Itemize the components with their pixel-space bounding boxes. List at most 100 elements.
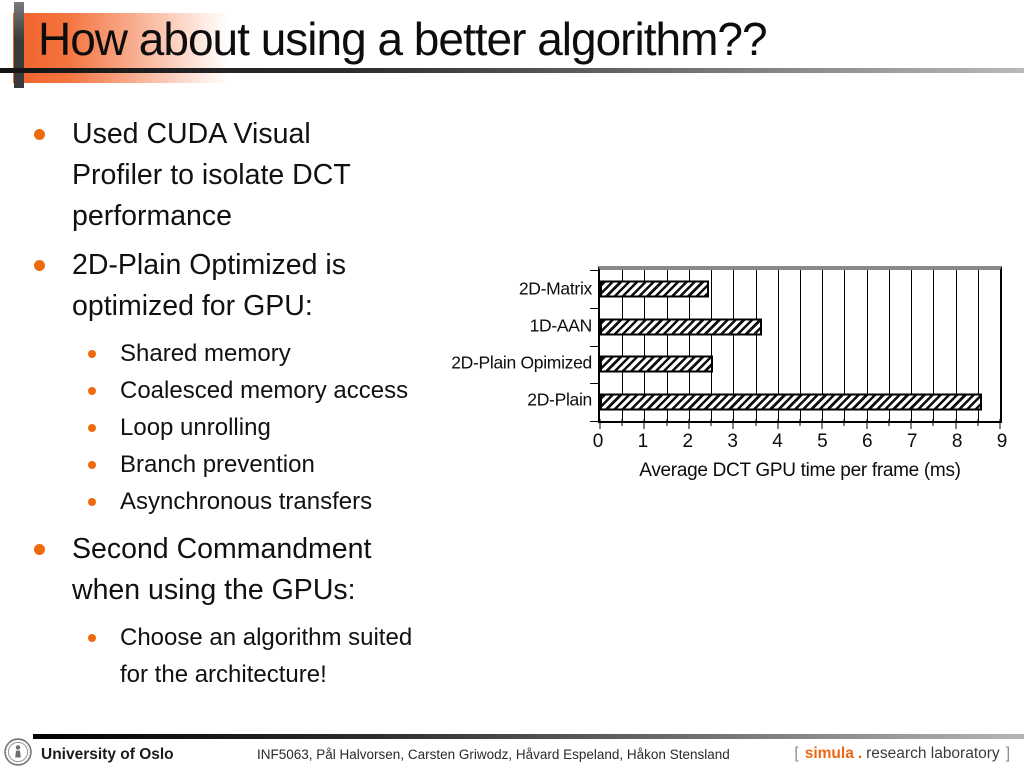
x-axis-tick [955, 419, 957, 429]
chart-gridline [644, 270, 646, 421]
x-axis-tick [755, 419, 757, 426]
chart-gridline [733, 270, 735, 421]
bullet-line: Branch prevention [120, 451, 315, 478]
bullet-line: Profiler to isolate DCT [72, 159, 351, 191]
x-tick-label: 0 [592, 431, 604, 452]
chart-gridline [666, 270, 668, 421]
x-axis-tick [843, 419, 845, 426]
simula-dot: . [857, 745, 863, 762]
bullet-line: optimized for GPU: [72, 290, 313, 322]
x-axis-tick [910, 419, 912, 429]
bullet-text: Branch prevention [96, 446, 315, 483]
bullet-line: when using the GPUs: [72, 574, 356, 606]
bullet-text: Shared memory [96, 335, 291, 372]
bullet-item: Coalesced memory access [28, 372, 478, 409]
x-axis-title: Average DCT GPU time per frame (ms) [639, 460, 961, 481]
chart-gridline [622, 270, 624, 421]
bullet-line: performance [72, 200, 232, 232]
bullet-item: 2D-Plain Optimized is optimized for GPU: [28, 245, 478, 327]
category-label: 2D-Plain Opimized [451, 352, 592, 373]
university-name: University of Oslo [41, 746, 174, 763]
bullet-item: Asynchronous transfers [28, 483, 478, 520]
x-axis-tick [732, 419, 734, 429]
x-axis-tick [821, 419, 823, 429]
x-axis-tick [621, 419, 623, 426]
chart-gridline [977, 270, 979, 421]
chart-gridline [800, 270, 801, 421]
bullet-dot [34, 544, 45, 555]
bullet-dot [88, 387, 96, 395]
bullet-dot [34, 260, 45, 271]
x-tick-label: 4 [772, 431, 783, 452]
bullet-item: Choose an algorithm suited for the archit… [28, 619, 478, 693]
y-axis-tick [590, 421, 598, 422]
x-axis-tick [932, 419, 934, 426]
bullet-dot [34, 129, 45, 140]
x-axis-tick [888, 419, 890, 426]
bullet-dot [88, 634, 96, 642]
chart-plot [590, 266, 1002, 429]
chart-gridline [777, 270, 779, 421]
bullet-dot [88, 461, 96, 469]
chart-bar [600, 280, 709, 298]
chart-gridline [933, 270, 935, 421]
x-axis-tick [866, 419, 868, 429]
bullet-dot [88, 498, 96, 506]
bullet-text: Used CUDA Visual Profiler to isolate DCT p… [45, 114, 351, 237]
simula-bracket-close: ] [1005, 745, 1010, 762]
x-tick-label: 2 [682, 431, 694, 452]
bullet-line: Shared memory [120, 340, 291, 367]
category-label: 2D-Matrix [518, 278, 592, 299]
x-tick-label: 6 [862, 431, 873, 452]
bullet-line: Second Commandment [72, 533, 372, 565]
title-rule [0, 68, 1024, 73]
bullet-list: Used CUDA Visual Profiler to isolate DCT p… [28, 114, 478, 693]
x-axis-tick [643, 419, 645, 429]
y-axis-tick [590, 345, 598, 347]
y-axis-tick [590, 270, 598, 271]
bullet-item: Branch prevention [28, 446, 478, 483]
bullet-item: Used CUDA Visual Profiler to isolate DCT p… [28, 114, 478, 237]
bullet-text: 2D-Plain Optimized is optimized for GPU: [45, 245, 346, 327]
x-axis-tick [977, 419, 979, 426]
chart-gridline [955, 270, 957, 421]
y-axis-tick [590, 383, 598, 385]
chart-bar [600, 355, 714, 373]
x-axis-tick [599, 419, 601, 429]
simula-lab-text: research laboratory [866, 745, 1000, 762]
x-axis-tick [799, 419, 801, 426]
chart-gridline [755, 270, 757, 421]
bullet-line: Coalesced memory access [120, 377, 409, 404]
bullet-line: 2D-Plain Optimized is [72, 249, 347, 281]
category-labels: 2D-Matrix 1D-AAN 2D-Plain Opimized 2D-Plain [420, 270, 592, 419]
bullet-line: Asynchronous transfers [120, 488, 373, 515]
chart-gridline [911, 270, 913, 421]
bullet-item: Loop unrolling [28, 409, 478, 446]
chart-gridline [688, 270, 690, 421]
chart-gridline [888, 270, 890, 421]
bullet-line: Loop unrolling [120, 414, 271, 441]
slide-title: How about using a better algorithm?? [38, 13, 768, 65]
x-axis-tick [710, 419, 712, 426]
bullet-line: Choose an algorithm suited [120, 624, 413, 651]
bullet-item: Shared memory [28, 335, 478, 372]
bullet-text: Loop unrolling [96, 409, 271, 446]
course-credits: INF5063, Pål Halvorsen, Carsten Griwodz,… [257, 747, 730, 762]
university-seal-icon [4, 738, 32, 766]
x-tick-label: 8 [951, 431, 963, 452]
x-axis-tick [999, 419, 1001, 429]
bullet-line: Used CUDA Visual [72, 118, 311, 150]
x-tick-label: 5 [817, 431, 828, 452]
category-label: 2D-Plain [527, 389, 592, 410]
chart-gridline [822, 270, 824, 421]
bullet-line: for the architecture! [120, 661, 327, 688]
bullet-dot [88, 350, 96, 358]
bullet-dot [88, 424, 96, 432]
bullet-text: Choose an algorithm suited for the archit… [96, 619, 412, 693]
bullet-item: Second Commandment when using the GPUs: [28, 529, 478, 611]
bullet-text: Asynchronous transfers [96, 483, 372, 520]
bullet-text: Second Commandment when using the GPUs: [45, 529, 371, 611]
bullet-text: Coalesced memory access [96, 372, 408, 409]
chart-gridline [866, 270, 868, 421]
